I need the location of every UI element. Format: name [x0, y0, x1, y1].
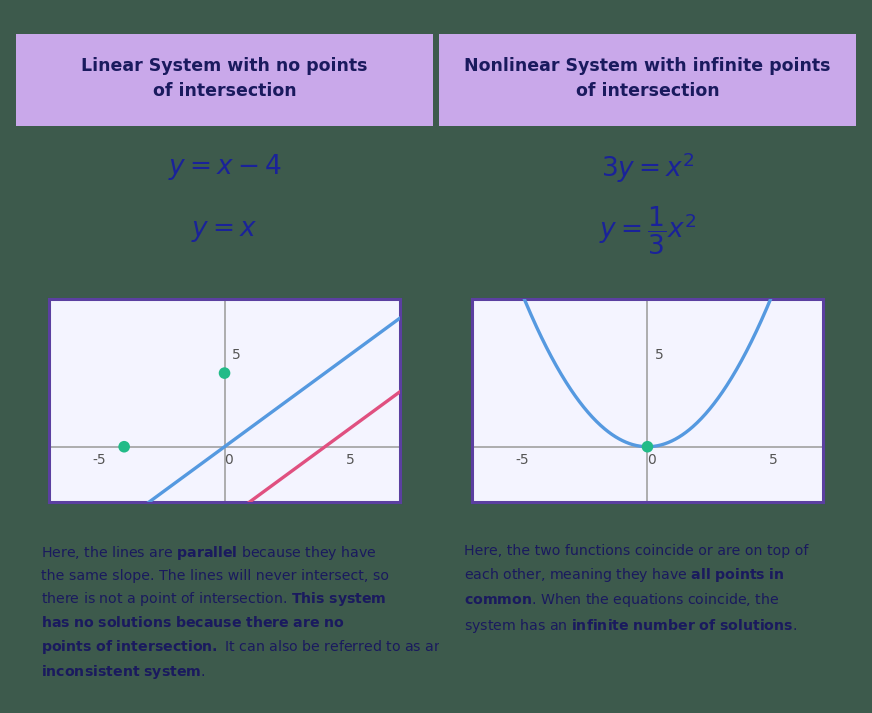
Point: [117, 441, 131, 453]
Text: -5: -5: [515, 453, 528, 467]
Point: [640, 441, 654, 453]
Text: 0: 0: [224, 453, 233, 467]
Text: 5: 5: [768, 453, 777, 467]
Text: Nonlinear System with infinite points
of intersection: Nonlinear System with infinite points of…: [464, 56, 831, 100]
Text: Here, the lines are $\bf{parallel}$ because they have
the same slope. The lines : Here, the lines are $\bf{parallel}$ beca…: [41, 544, 443, 682]
Text: $\mathit{3y} = \mathit{x}^2$: $\mathit{3y} = \mathit{x}^2$: [601, 150, 694, 185]
Text: $\mathit{y} = \mathit{x}$: $\mathit{y} = \mathit{x}$: [191, 218, 258, 245]
Text: 0: 0: [647, 453, 656, 467]
Text: 5: 5: [655, 348, 664, 361]
Text: 5: 5: [232, 348, 241, 361]
Text: -5: -5: [92, 453, 106, 467]
Text: Here, the two functions coincide or are on top of
each other, meaning they have : Here, the two functions coincide or are …: [464, 544, 808, 635]
Text: Linear System with no points
of intersection: Linear System with no points of intersec…: [81, 56, 368, 100]
Text: $\mathit{y} = \mathit{x} - 4$: $\mathit{y} = \mathit{x} - 4$: [167, 153, 282, 183]
Text: $\mathit{y} = \dfrac{1}{3}\mathit{x}^2$: $\mathit{y} = \dfrac{1}{3}\mathit{x}^2$: [599, 205, 696, 257]
Text: 5: 5: [345, 453, 354, 467]
Point: [218, 367, 232, 379]
